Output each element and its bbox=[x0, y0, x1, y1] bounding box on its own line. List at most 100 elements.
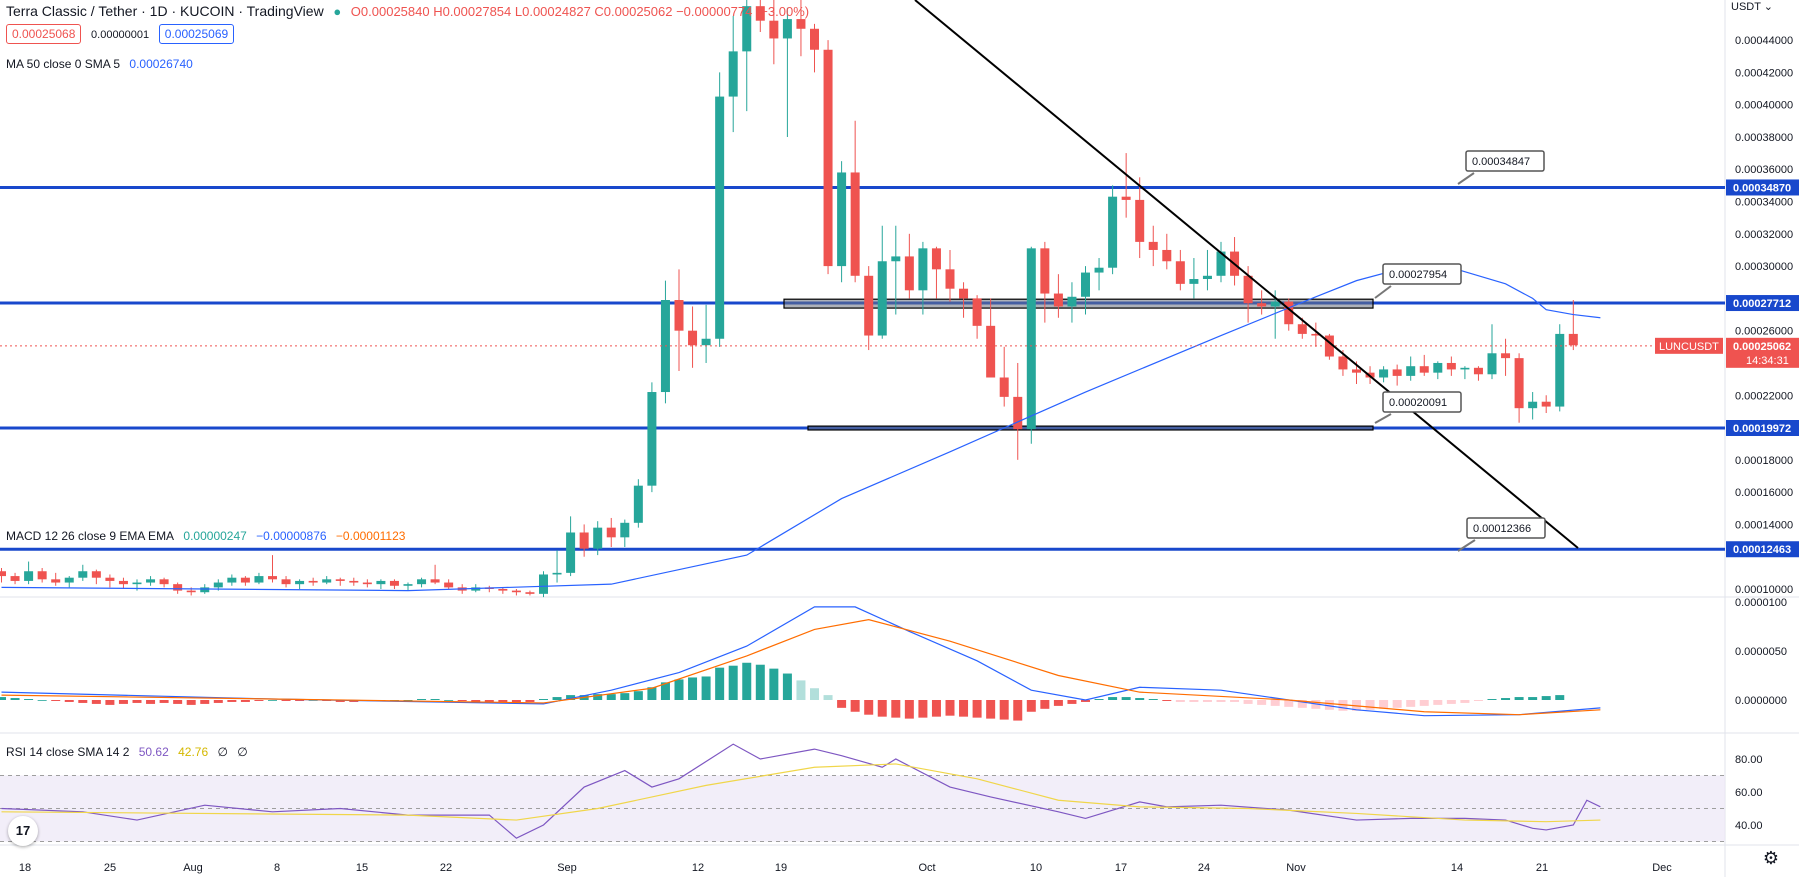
macd-histogram-bar bbox=[308, 700, 318, 701]
macd-histogram-bar bbox=[1284, 700, 1294, 707]
candle-body bbox=[444, 582, 454, 588]
price-tick-label: 0.00010000 bbox=[1735, 584, 1793, 596]
candle-body bbox=[1121, 196, 1131, 200]
rsi-band-layer bbox=[0, 775, 1725, 842]
level-price-label: 0.00027712 bbox=[1733, 298, 1791, 310]
macd-histogram-bar bbox=[118, 700, 128, 704]
time-tick-label: 17 bbox=[1115, 862, 1127, 874]
candle-body bbox=[37, 571, 47, 580]
symbol-title[interactable]: Terra Classic / Tether · 1D · KUCOIN · T… bbox=[6, 3, 324, 19]
price-zone bbox=[783, 298, 1374, 309]
macd-label[interactable]: MACD 12 26 close 9 EMA EMA bbox=[6, 529, 175, 543]
price-tick-label: 0.00032000 bbox=[1735, 229, 1793, 241]
macd-tick-label: 0.0000050 bbox=[1735, 646, 1787, 658]
macd-histogram-bar bbox=[1202, 700, 1212, 702]
macd-histogram-bar bbox=[1216, 700, 1226, 702]
macd-histogram-bar bbox=[877, 700, 887, 717]
macd-tick-label: 0.0000100 bbox=[1735, 597, 1787, 609]
rsi-legend: RSI 14 close SMA 14 2 50.62 42.76 ∅ ∅ bbox=[6, 745, 254, 759]
rsi-value-1: 50.62 bbox=[138, 745, 169, 759]
macd-histogram-bar bbox=[1243, 700, 1253, 704]
candle-body bbox=[1026, 248, 1036, 430]
candle-body bbox=[782, 19, 792, 39]
macd-histogram-bar bbox=[484, 700, 494, 702]
callout-pointer bbox=[1374, 413, 1392, 424]
candle-body bbox=[823, 49, 833, 267]
macd-histogram-bar bbox=[1406, 700, 1416, 707]
time-tick-label: 21 bbox=[1536, 862, 1548, 874]
gear-icon[interactable]: ⚙ bbox=[1762, 848, 1779, 868]
macd-histogram-bar bbox=[1108, 697, 1118, 700]
macd-histogram-bar bbox=[959, 700, 969, 717]
macd-histogram-bar bbox=[1514, 697, 1524, 700]
macd-signal-line bbox=[1, 619, 1601, 716]
candle-body bbox=[78, 571, 88, 578]
time-tick-label: Sep bbox=[557, 862, 577, 874]
macd-histogram-bar bbox=[566, 695, 576, 700]
candle-body bbox=[606, 527, 616, 538]
macd-histogram-bar bbox=[1257, 700, 1267, 705]
rsi-tick-label: 80.00 bbox=[1735, 754, 1763, 766]
candle-body bbox=[227, 577, 237, 583]
macd-histogram-bar bbox=[335, 700, 345, 702]
rsi-value-2: 42.76 bbox=[178, 745, 209, 759]
candle-body bbox=[498, 589, 508, 591]
macd-histogram-bar bbox=[999, 700, 1009, 720]
level-price-label: 0.00019972 bbox=[1733, 423, 1791, 435]
macd-histogram-bar bbox=[782, 673, 792, 700]
callout-box bbox=[1382, 391, 1462, 413]
candle-body bbox=[1202, 275, 1212, 280]
candle-body bbox=[254, 576, 264, 583]
candle-body bbox=[362, 582, 372, 585]
candle-body bbox=[1379, 369, 1389, 378]
candle-body bbox=[959, 288, 969, 299]
candle-body bbox=[715, 96, 725, 339]
ma-value: 0.00026740 bbox=[129, 57, 193, 71]
rsi-label[interactable]: RSI 14 close SMA 14 2 bbox=[6, 745, 130, 759]
macd-histogram-bar bbox=[1392, 700, 1402, 708]
macd-histogram-bar bbox=[159, 700, 169, 703]
time-tick-label: Dec bbox=[1652, 862, 1672, 874]
candle-body bbox=[376, 580, 386, 585]
price-tick-label: 0.00016000 bbox=[1735, 487, 1793, 499]
callout-label: 0.00027954 bbox=[1389, 269, 1447, 281]
ohlc-values: O0.00025840 H0.00027854 L0.00024827 C0.0… bbox=[350, 4, 810, 19]
ma-legend: MA 50 close 0 SMA 5 0.00026740 bbox=[6, 57, 199, 71]
candle-body bbox=[118, 580, 128, 585]
macd-histogram-bar bbox=[1541, 696, 1551, 700]
candle-body bbox=[674, 300, 684, 331]
macd-histogram-bar bbox=[986, 700, 996, 719]
macd-histogram-bar bbox=[457, 700, 467, 701]
price-tick-label: 0.00042000 bbox=[1735, 67, 1793, 79]
macd-histogram-bar bbox=[213, 700, 223, 703]
symbol-tag-bg bbox=[1655, 337, 1723, 354]
macd-histogram-bar bbox=[1555, 695, 1565, 700]
candle-body bbox=[1446, 362, 1456, 370]
level-price-label-bg bbox=[1726, 420, 1799, 437]
macd-layer bbox=[0, 606, 1601, 721]
macd-histogram-bar bbox=[1446, 700, 1456, 704]
candle-body bbox=[945, 269, 955, 289]
macd-histogram-bar bbox=[1162, 700, 1172, 701]
macd-value-2: −0.00000876 bbox=[256, 529, 327, 543]
macd-histogram-bar bbox=[430, 699, 440, 700]
candle-body bbox=[1406, 366, 1416, 376]
macd-tick-label: 0.0000000 bbox=[1735, 695, 1787, 707]
callout-box bbox=[1382, 263, 1462, 285]
macd-histogram-bar bbox=[701, 676, 711, 700]
ask-price[interactable]: 0.00025069 bbox=[158, 24, 235, 44]
support-resistance-zones-layer bbox=[783, 298, 1374, 431]
tradingview-logo-icon[interactable]: 17 bbox=[8, 816, 38, 846]
current-price-label: 0.00025062 bbox=[1733, 341, 1791, 353]
macd-histogram-bar bbox=[444, 700, 454, 701]
live-dot-icon: ● bbox=[333, 4, 342, 19]
time-tick-label: 12 bbox=[692, 862, 704, 874]
candle-body bbox=[1053, 293, 1063, 307]
macd-histogram-bar bbox=[295, 700, 305, 701]
time-tick-label: Nov bbox=[1286, 862, 1306, 874]
ma-label[interactable]: MA 50 close 0 SMA 5 bbox=[6, 57, 121, 71]
bid-price[interactable]: 0.00025068 bbox=[6, 24, 82, 44]
candle-body bbox=[159, 579, 169, 585]
